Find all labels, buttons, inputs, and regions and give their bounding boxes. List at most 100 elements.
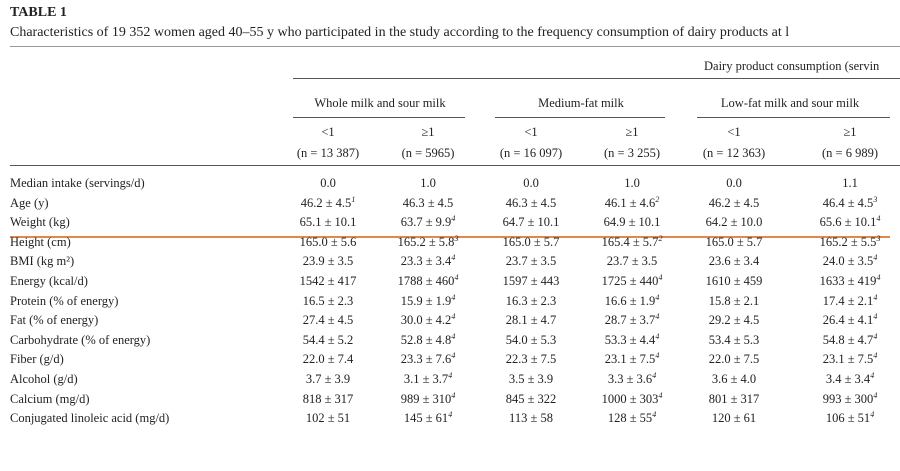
count-header: (n = 12 363) (702, 146, 766, 160)
footnote-mark: 4 (873, 331, 878, 341)
rule (293, 117, 465, 118)
level-header: <1 (321, 125, 335, 139)
cell-value: 65.6 ± 10.1 (819, 215, 877, 230)
cell-value: 1.0 (624, 176, 640, 190)
cell: 1.0 (420, 175, 436, 191)
cell: 0.0 (726, 175, 742, 191)
cell: 30.0 ± 4.24 (401, 312, 456, 328)
footnote-mark: 4 (870, 370, 875, 380)
rule (697, 117, 890, 118)
footnote-mark: 4 (451, 331, 456, 341)
row-label: Carbohydrate (% of energy) (10, 332, 151, 347)
footnote-mark: 4 (870, 410, 875, 420)
cell: 3.7 ± 3.9 (306, 371, 350, 387)
cell-value: 23.3 ± 3.4 (400, 254, 452, 269)
cell: 1725 ± 4404 (602, 273, 663, 289)
row-label: BMI (kg m²) (10, 254, 75, 269)
rule (293, 78, 900, 79)
rule (10, 165, 900, 166)
cell: 54.0 ± 5.3 (506, 332, 557, 348)
footnote-mark: 4 (873, 253, 878, 263)
cell-value: 3.6 ± 4.0 (711, 372, 757, 386)
cell-value: 28.1 ± 4.7 (505, 313, 557, 328)
cell-value: 16.3 ± 2.3 (505, 293, 557, 308)
cell-value: 145 ± 61 (403, 411, 449, 426)
cell: 1597 ± 443 (503, 273, 560, 289)
cell: 54.8 ± 4.74 (823, 332, 878, 348)
footnote-mark: 4 (652, 410, 657, 420)
cell-value: 23.6 ± 3.4 (708, 254, 760, 269)
cell-value: 3.3 ± 3.6 (607, 372, 653, 386)
footnote-mark: 4 (448, 370, 453, 380)
footnote-mark: 4 (451, 351, 456, 361)
cell: 24.0 ± 3.54 (823, 253, 878, 269)
cell-value: 0.0 (726, 176, 742, 190)
cell: 64.7 ± 10.1 (503, 214, 560, 230)
footnote-mark: 4 (451, 312, 456, 322)
cell-value: 53.3 ± 4.4 (604, 332, 656, 347)
cell-value: 120 ± 61 (711, 411, 757, 426)
footnote-mark: 4 (655, 331, 660, 341)
cell-value: 46.3 ± 4.5 (505, 195, 557, 210)
cell-value: 106 ± 51 (825, 411, 871, 426)
row-label: Age (y) (10, 195, 49, 210)
cell: 165.2 ± 5.53 (820, 234, 881, 250)
cell-value: 46.2 ± 4.5 (300, 195, 352, 210)
cell-value: 1725 ± 440 (601, 274, 659, 288)
highlight-line (10, 236, 890, 238)
cell: 46.3 ± 4.5 (506, 195, 557, 211)
cell: 64.2 ± 10.0 (706, 214, 763, 230)
cell: 17.4 ± 2.14 (823, 293, 878, 309)
cell-value: 1000 ± 303 (601, 391, 659, 406)
cell: 23.1 ± 7.54 (605, 351, 660, 367)
cell-value: 1597 ± 443 (502, 274, 560, 288)
cell-value: 1.0 (420, 176, 436, 190)
cell: 15.8 ± 2.1 (709, 293, 760, 309)
cell-value: 165.2 ± 5.5 (819, 234, 877, 249)
footnote-mark: 4 (655, 292, 660, 302)
footnote-mark: 4 (876, 214, 881, 224)
cell-value: 845 ± 322 (505, 391, 557, 406)
cell: 165.0 ± 5.7 (503, 234, 560, 250)
count-header: (n = 5965) (401, 146, 455, 160)
cell-value: 52.8 ± 4.8 (400, 332, 452, 347)
footnote-mark: 4 (451, 253, 456, 263)
cell: 52.8 ± 4.84 (401, 332, 456, 348)
row-label: Alcohol (g/d) (10, 372, 78, 386)
cell-value: 23.7 ± 3.5 (606, 254, 658, 269)
footnote-mark: 2 (655, 194, 660, 204)
cell: 128 ± 554 (608, 410, 656, 426)
row-label: Fiber (g/d) (10, 352, 64, 367)
cell-value: 165.4 ± 5.7 (601, 234, 659, 249)
row-label: Protein (% of energy) (10, 293, 119, 308)
cell-value: 23.3 ± 7.6 (400, 352, 452, 367)
cell-value: 0.0 (320, 176, 336, 190)
cell: 26.4 ± 4.14 (823, 312, 878, 328)
cell: 165.4 ± 5.72 (602, 234, 663, 250)
cell: 46.3 ± 4.5 (403, 195, 454, 211)
footnote-mark: 4 (652, 370, 657, 380)
footnote-mark: 3 (876, 233, 881, 243)
footnote-mark: 3 (873, 194, 878, 204)
cell: 46.2 ± 4.51 (301, 195, 356, 211)
cell: 1788 ± 4604 (398, 273, 459, 289)
table-title: TABLE 1 (10, 5, 67, 20)
count-header: (n = 13 387) (296, 146, 360, 160)
cell: 28.1 ± 4.7 (506, 312, 557, 328)
cell: 165.0 ± 5.6 (300, 234, 357, 250)
row-label: Energy (kcal/d) (10, 274, 88, 288)
cell-value: 29.2 ± 4.5 (708, 313, 760, 328)
cell: 102 ± 51 (306, 410, 350, 426)
footnote-mark: 4 (658, 272, 663, 282)
footnote-mark: 4 (451, 214, 456, 224)
footnote-mark: 4 (873, 312, 878, 322)
cell: 818 ± 317 (303, 391, 354, 407)
cell: 3.5 ± 3.9 (509, 371, 553, 387)
cell: 29.2 ± 4.5 (709, 312, 760, 328)
cell-value: 22.3 ± 7.5 (505, 352, 557, 367)
footnote-mark: 4 (873, 292, 878, 302)
footnote-mark: 4 (876, 272, 881, 282)
footnote-mark: 4 (873, 351, 878, 361)
cell-value: 63.7 ± 9.9 (400, 215, 452, 230)
footnote-mark: 4 (658, 390, 663, 400)
